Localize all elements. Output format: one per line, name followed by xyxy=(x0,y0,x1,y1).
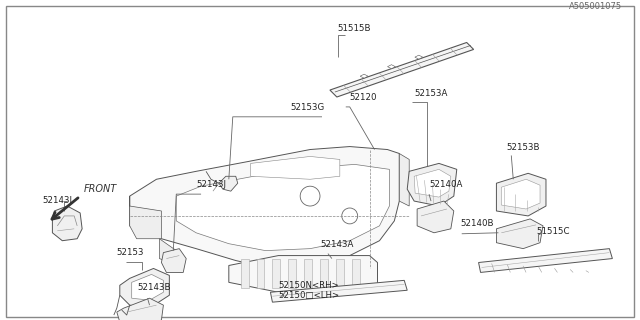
Polygon shape xyxy=(320,259,328,288)
Polygon shape xyxy=(120,268,170,308)
Polygon shape xyxy=(52,206,82,241)
Polygon shape xyxy=(304,259,312,288)
Text: FRONT: FRONT xyxy=(84,184,117,194)
Polygon shape xyxy=(360,74,368,78)
Text: 52120: 52120 xyxy=(349,93,377,102)
Polygon shape xyxy=(336,259,344,288)
Polygon shape xyxy=(176,164,389,251)
Polygon shape xyxy=(257,259,264,288)
Polygon shape xyxy=(399,154,409,206)
Polygon shape xyxy=(132,275,163,300)
Polygon shape xyxy=(117,298,163,320)
Polygon shape xyxy=(387,65,396,69)
Polygon shape xyxy=(417,201,454,233)
Polygon shape xyxy=(407,164,457,206)
Polygon shape xyxy=(219,176,237,191)
Text: 52143A: 52143A xyxy=(320,240,353,249)
Polygon shape xyxy=(352,259,360,288)
Text: 51515C: 51515C xyxy=(536,227,570,236)
Polygon shape xyxy=(415,55,423,59)
Polygon shape xyxy=(288,259,296,288)
Polygon shape xyxy=(229,256,378,292)
Polygon shape xyxy=(159,239,176,266)
Polygon shape xyxy=(501,179,540,209)
Text: 52140A: 52140A xyxy=(429,180,462,189)
Text: 52150□<LH>: 52150□<LH> xyxy=(278,291,339,300)
Text: 52140B: 52140B xyxy=(461,219,494,228)
Polygon shape xyxy=(414,169,451,197)
Text: 52150N<RH>: 52150N<RH> xyxy=(278,281,339,290)
Text: 52153G: 52153G xyxy=(291,103,324,112)
Text: 52153B: 52153B xyxy=(506,142,540,151)
Text: A505001075: A505001075 xyxy=(569,2,622,11)
Polygon shape xyxy=(479,249,612,272)
Polygon shape xyxy=(251,156,340,179)
Text: 52153: 52153 xyxy=(117,248,144,257)
Text: 52153A: 52153A xyxy=(414,89,447,98)
Text: 52143J: 52143J xyxy=(196,180,226,189)
Polygon shape xyxy=(497,219,543,249)
Text: 52143I: 52143I xyxy=(42,196,72,205)
Polygon shape xyxy=(130,196,161,239)
Polygon shape xyxy=(130,147,399,268)
Polygon shape xyxy=(330,43,474,97)
Polygon shape xyxy=(271,280,407,302)
Polygon shape xyxy=(161,249,186,272)
Text: 51515B: 51515B xyxy=(338,24,371,33)
Polygon shape xyxy=(497,173,546,216)
Polygon shape xyxy=(273,259,280,288)
Text: 52143B: 52143B xyxy=(138,283,171,292)
Polygon shape xyxy=(241,259,248,288)
